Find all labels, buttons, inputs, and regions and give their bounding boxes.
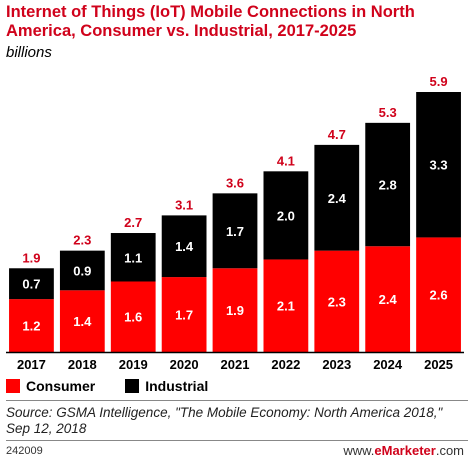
data-label-consumer-2022: 2.1 <box>277 299 295 314</box>
data-label-industrial-2019: 1.1 <box>124 250 142 265</box>
bar-consumer-2018 <box>59 290 105 352</box>
data-label-consumer-2025: 2.6 <box>430 288 448 303</box>
bar-industrial-2019 <box>110 233 156 282</box>
x-tick-2021: 2021 <box>221 357 250 372</box>
chart-subtitle: billions <box>6 44 52 61</box>
bar-consumer-2019 <box>110 281 156 352</box>
total-label-2017: 1.9 <box>22 250 40 265</box>
x-tick-2018: 2018 <box>68 357 97 372</box>
brand-name: eMarketer <box>374 443 436 458</box>
bar-industrial-2020 <box>161 215 207 278</box>
source-divider-bottom <box>6 440 468 441</box>
total-label-2022: 4.1 <box>277 153 295 168</box>
x-tick-2024: 2024 <box>373 357 403 372</box>
legend: Consumer Industrial <box>6 376 238 396</box>
data-label-consumer-2019: 1.6 <box>124 310 142 325</box>
bar-consumer-2017 <box>9 299 54 352</box>
bar-industrial-2021 <box>212 193 258 269</box>
brand-suffix: .com <box>435 443 464 458</box>
x-tick-2025: 2025 <box>424 357 453 372</box>
legend-swatch-consumer <box>6 379 20 393</box>
total-label-2025: 5.9 <box>430 74 448 89</box>
x-tick-2020: 2020 <box>170 357 199 372</box>
data-label-industrial-2022: 2.0 <box>277 208 295 223</box>
data-label-industrial-2024: 2.8 <box>379 178 397 193</box>
bar-consumer-2020 <box>161 277 207 352</box>
total-label-2020: 3.1 <box>175 197 193 212</box>
x-tick-2023: 2023 <box>322 357 351 372</box>
source-divider-top <box>6 400 468 401</box>
bar-consumer-2024 <box>365 246 411 352</box>
legend-item-industrial: Industrial <box>125 378 208 394</box>
legend-label-industrial: Industrial <box>145 378 209 394</box>
stacked-bar-chart: 1.2 0.7 1.9 2017 1.4 0.9 2.3 2018 1.6 1.1 2.7 2019 1… <box>6 74 464 372</box>
bar-industrial-2024 <box>365 122 411 247</box>
x-tick-2022: 2022 <box>271 357 300 372</box>
data-label-consumer-2023: 2.3 <box>328 294 346 309</box>
x-tick-2019: 2019 <box>119 357 148 372</box>
data-label-industrial-2017: 0.7 <box>22 277 40 292</box>
bar-consumer-2022 <box>263 259 309 352</box>
bar-industrial-2017 <box>9 268 54 300</box>
data-label-consumer-2017: 1.2 <box>22 319 40 334</box>
x-tick-2017: 2017 <box>17 357 46 372</box>
bar-consumer-2021 <box>212 268 258 352</box>
total-label-2023: 4.7 <box>328 127 346 142</box>
brand-logo: www.eMarketer.com <box>343 443 464 458</box>
total-label-2019: 2.7 <box>124 215 142 230</box>
data-label-industrial-2025: 3.3 <box>430 158 448 173</box>
chart-id: 242009 <box>6 445 43 457</box>
bar-consumer-2023 <box>314 250 360 352</box>
data-label-industrial-2021: 1.7 <box>226 224 244 239</box>
total-label-2018: 2.3 <box>73 233 91 248</box>
data-label-consumer-2020: 1.7 <box>175 308 193 323</box>
legend-label-consumer: Consumer <box>26 378 96 394</box>
chart-title: Internet of Things (IoT) Mobile Connecti… <box>6 3 415 40</box>
brand-prefix: www. <box>343 443 375 458</box>
bar-industrial-2022 <box>263 171 309 260</box>
source-note: Source: GSMA Intelligence, "The Mobile E… <box>6 405 443 436</box>
data-label-industrial-2020: 1.4 <box>175 239 194 254</box>
data-label-consumer-2018: 1.4 <box>73 314 92 329</box>
legend-swatch-industrial <box>125 379 140 393</box>
data-label-industrial-2018: 0.9 <box>73 263 91 278</box>
total-label-2024: 5.3 <box>379 105 397 120</box>
data-label-consumer-2021: 1.9 <box>226 303 244 318</box>
bar-industrial-2018 <box>59 250 105 291</box>
legend-item-consumer: Consumer <box>6 378 95 394</box>
bar-industrial-2023 <box>314 144 360 251</box>
data-label-industrial-2023: 2.4 <box>328 191 347 206</box>
bar-industrial-2025 <box>416 92 461 238</box>
total-label-2021: 3.6 <box>226 175 244 190</box>
data-label-consumer-2024: 2.4 <box>379 292 398 307</box>
bar-consumer-2025 <box>416 237 461 352</box>
